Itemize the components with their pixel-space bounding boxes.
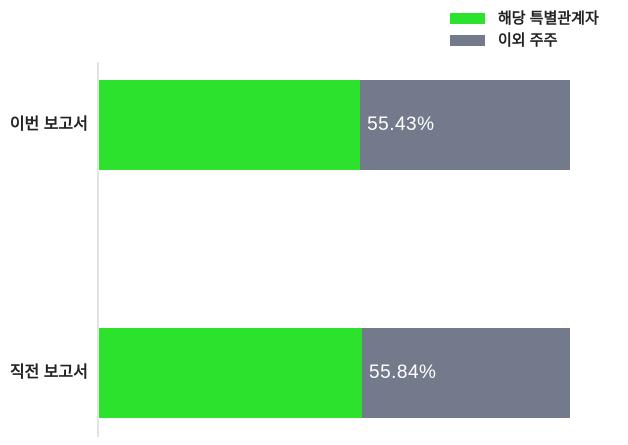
bar-value-label: 55.84% [369,362,437,383]
legend-swatch-gray [450,34,485,46]
category-label-previous-report: 직전 보고서 [9,364,88,381]
bar-value-label: 55.43% [367,114,435,135]
bar-row: 55.43% [99,80,570,170]
category-label-current-report: 이번 보고서 [9,116,88,133]
legend-swatch-green [450,12,485,24]
bar-row: 55.84% [99,328,570,418]
legend-item-other-shareholders: 이외 주주 [450,31,599,49]
bar-segment-gray [362,328,570,418]
legend-label: 해당 특별관계자 [498,9,599,27]
bar-segment-gray [360,80,570,170]
bar-segment-green [99,80,361,170]
bar-segment-green [99,328,362,418]
y-axis-line [97,62,99,437]
legend-label: 이외 주주 [498,31,558,49]
legend: 해당 특별관계자 이외 주주 [450,9,599,49]
legend-item-special-related: 해당 특별관계자 [450,9,599,27]
